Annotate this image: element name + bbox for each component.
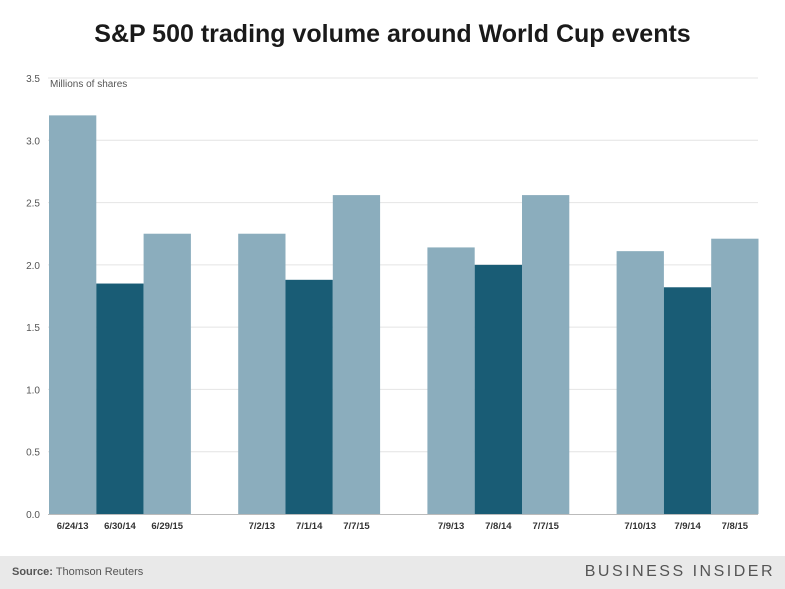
bar-7-9-13: [427, 247, 475, 514]
bar-7-8-15: [711, 238, 759, 514]
x-axis-ticks: 6/24/13 6/30/14 6/29/15 7/2/13 7/1/14 7/7/15 7…: [57, 521, 749, 532]
bar-6-30-14: [96, 283, 144, 514]
y-tick-label: 0.0: [26, 510, 40, 521]
y-tick-label: 1.0: [26, 385, 40, 396]
x-tick-label: 6/24/13: [57, 521, 89, 532]
x-tick-label: 7/7/15: [343, 521, 370, 532]
y-tick-label: 3.0: [26, 136, 40, 147]
y-tick-label: 1.5: [26, 323, 40, 334]
y-tick-label: 3.5: [26, 74, 40, 85]
bar-7-7-15: [522, 195, 570, 514]
x-tick-label: 7/10/13: [624, 521, 656, 532]
brand-logo: BUSINESS INSIDER: [584, 563, 775, 580]
bars: [49, 115, 759, 514]
x-tick-label: 7/8/15: [722, 521, 749, 532]
bar-7-2-13: [238, 233, 286, 514]
bar-7-9-14: [663, 287, 712, 514]
x-tick-label: 7/2/13: [249, 521, 275, 532]
footer: Source: Thomson Reuters BUSINESS INSIDER: [0, 556, 785, 589]
bar-7-7-15: [332, 195, 381, 514]
bar-chart: 0.0 0.5 1.0 1.5 2.0 2.5 3.0 3.5 Millions of sha…: [26, 74, 759, 532]
x-tick-label: 7/9/14: [674, 521, 701, 532]
x-tick-label: 7/1/14: [296, 521, 323, 532]
bar-7-8-14: [474, 264, 522, 514]
bar-6-29-15: [143, 233, 191, 514]
y-axis-ticks: 0.0 0.5 1.0 1.5 2.0 2.5 3.0 3.5: [26, 74, 40, 521]
x-tick-label: 6/29/15: [151, 521, 183, 532]
y-axis-label: Millions of shares: [50, 79, 127, 90]
x-tick-label: 7/8/14: [485, 521, 512, 532]
y-tick-label: 2.5: [26, 199, 40, 210]
bar-7-1-14: [285, 279, 333, 514]
x-tick-label: 7/9/13: [438, 521, 464, 532]
bar-7-10-13: [616, 251, 664, 514]
x-tick-label: 6/30/14: [104, 521, 136, 532]
source-label: Source:: [12, 566, 53, 578]
y-tick-label: 2.0: [26, 261, 40, 272]
source-text: Thomson Reuters: [55, 566, 144, 578]
source-line: Source: Thomson Reuters: [12, 566, 143, 578]
x-tick-label: 7/7/15: [532, 521, 559, 532]
chart-title: S&P 500 trading volume around World Cup …: [94, 20, 691, 48]
bar-6-24-13: [49, 115, 97, 514]
y-tick-label: 0.5: [26, 448, 40, 459]
